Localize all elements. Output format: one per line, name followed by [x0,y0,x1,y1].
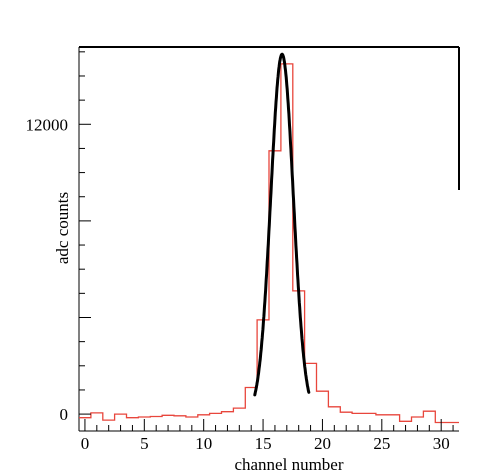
gaussian-fit [253,52,311,397]
red-histogram [79,63,459,424]
y-tick-label: 12000 [26,115,69,134]
y-axis-title: adc counts [53,192,72,264]
fit-curve [253,52,311,397]
x-tick-label: 5 [140,434,149,453]
x-tick-label: 10 [195,434,212,453]
x-tick-label: 25 [373,434,390,453]
y-tick-label: 0 [60,405,69,424]
histogram-steps [79,63,459,424]
x-tick-label: 0 [81,434,90,453]
plot-frame [78,46,460,432]
x-tick-label: 15 [255,434,272,453]
x-tick-label: 30 [433,434,450,453]
y-axis: 0 12000 [26,51,91,424]
x-tick-label: 20 [314,434,331,453]
x-axis: 0 5 10 15 20 25 30 [81,419,454,453]
x-axis-title: channel number [234,455,343,473]
